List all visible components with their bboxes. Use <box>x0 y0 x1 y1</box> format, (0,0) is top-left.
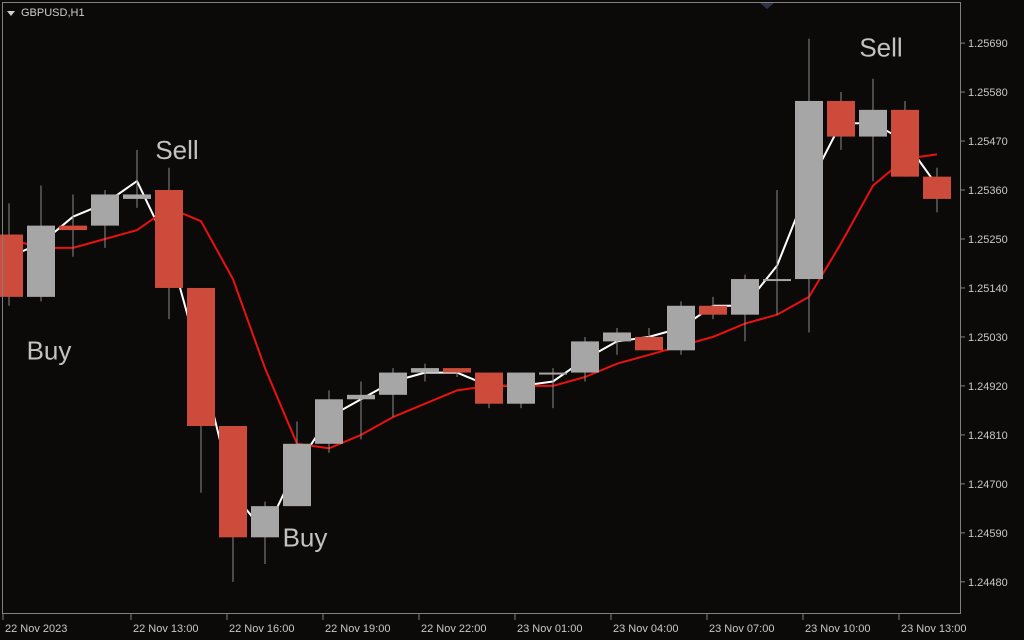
candle-body <box>571 341 599 373</box>
price-tick-label: 1.25250 <box>968 234 1008 246</box>
bear-candle <box>475 372 503 409</box>
price-tick-label: 1.24920 <box>968 381 1008 393</box>
time-tick-label: 23 Nov 10:00 <box>805 623 870 635</box>
price-tick-label: 1.24480 <box>968 577 1008 589</box>
candle-body <box>123 194 151 199</box>
candle-body <box>827 100 855 137</box>
candle-body <box>347 394 375 400</box>
bull-candle <box>123 149 151 208</box>
buy-signal-label: Buy <box>27 335 72 365</box>
bull-candle <box>795 38 823 333</box>
bull-candle <box>283 421 311 507</box>
time-tick-label: 23 Nov 13:00 <box>901 623 966 635</box>
bull-candle <box>379 368 407 418</box>
candle-body <box>763 279 791 282</box>
bull-candle <box>571 336 599 382</box>
candle-body <box>667 305 695 351</box>
price-tick-label: 1.24590 <box>968 528 1008 540</box>
candle-body <box>283 443 311 507</box>
bull-candle <box>315 390 343 453</box>
candle-body <box>539 372 567 375</box>
candle-body <box>443 368 471 373</box>
price-tick-label: 1.25140 <box>968 283 1008 295</box>
candle-body <box>507 372 535 404</box>
candle-body <box>27 225 55 297</box>
price-tick-label: 1.25580 <box>968 87 1008 99</box>
time-tick-label: 23 Nov 01:00 <box>517 623 582 635</box>
candle-body <box>411 368 439 373</box>
bull-candle <box>763 190 791 315</box>
bear-candle <box>0 203 23 306</box>
time-tick-label: 22 Nov 22:00 <box>421 623 486 635</box>
bear-candle <box>155 167 183 320</box>
time-tick-label: 22 Nov 16:00 <box>229 623 294 635</box>
time-tick-label: 22 Nov 13:00 <box>133 623 198 635</box>
candle-body <box>0 234 23 297</box>
candle-body <box>379 372 407 395</box>
candle-body <box>475 372 503 404</box>
symbol-label: GBPUSD,H1 <box>21 7 85 19</box>
bear-candle <box>187 287 215 493</box>
time-tick-label: 23 Nov 07:00 <box>709 623 774 635</box>
candle-body <box>731 279 759 315</box>
bull-candle <box>251 501 279 565</box>
sell-signal-label: Sell <box>859 33 902 63</box>
price-tick-label: 1.25360 <box>968 185 1008 197</box>
bear-candle <box>219 425 247 582</box>
bear-candle <box>635 328 663 351</box>
bear-candle <box>699 296 727 320</box>
candles <box>0 38 951 582</box>
candle-body <box>219 425 247 538</box>
price-tick-label: 1.25690 <box>968 38 1008 50</box>
price-tick-label: 1.24700 <box>968 479 1008 491</box>
time-tick-label: 22 Nov 2023 <box>5 623 67 635</box>
bull-candle <box>603 328 631 355</box>
bear-candle <box>443 368 471 378</box>
candle-body <box>891 109 919 177</box>
bear-candle <box>59 194 87 257</box>
candle-body <box>315 399 343 444</box>
price-tick-label: 1.24810 <box>968 430 1008 442</box>
time-axis: 22 Nov 2023 22 Nov 13:00 22 Nov 16:00 22 No… <box>2 614 966 635</box>
price-axis: 1.25690 1.25580 1.25470 1.25360 1.25250 1.251… <box>961 38 1008 589</box>
bull-candle <box>411 363 439 382</box>
buy-signal-label: Buy <box>283 522 328 552</box>
bull-candle <box>539 368 567 409</box>
time-tick-label: 23 Nov 04:00 <box>613 623 678 635</box>
dropdown-triangle-icon[interactable] <box>7 11 15 16</box>
bull-candle <box>859 78 887 182</box>
bull-candle <box>667 301 695 355</box>
bull-candle <box>731 274 759 342</box>
price-tick-label: 1.25030 <box>968 332 1008 344</box>
candle-body <box>91 194 119 226</box>
time-tick-label: 22 Nov 19:00 <box>325 623 390 635</box>
sell-signal-label: Sell <box>155 135 198 165</box>
candle-body <box>699 305 727 315</box>
scroll-marker-icon[interactable] <box>760 3 774 9</box>
bear-candle <box>923 167 951 213</box>
candle-body <box>603 332 631 342</box>
bear-candle <box>827 92 855 150</box>
candle-body <box>635 336 663 351</box>
candle-body <box>155 190 183 288</box>
bull-candle <box>27 185 55 302</box>
price-tick-label: 1.25470 <box>968 136 1008 148</box>
bear-candle <box>891 100 919 177</box>
candle-body <box>859 109 887 137</box>
candle-body <box>795 100 823 280</box>
bull-candle <box>507 372 535 409</box>
candle-body <box>923 176 951 199</box>
signal-annotations: Buy Sell Buy Sell <box>27 33 903 553</box>
candle-body <box>187 287 215 426</box>
bull-candle <box>91 190 119 248</box>
bull-candle <box>347 381 375 440</box>
candle-body <box>251 506 279 538</box>
candle-body <box>59 225 87 231</box>
plot-frame <box>2 2 961 614</box>
